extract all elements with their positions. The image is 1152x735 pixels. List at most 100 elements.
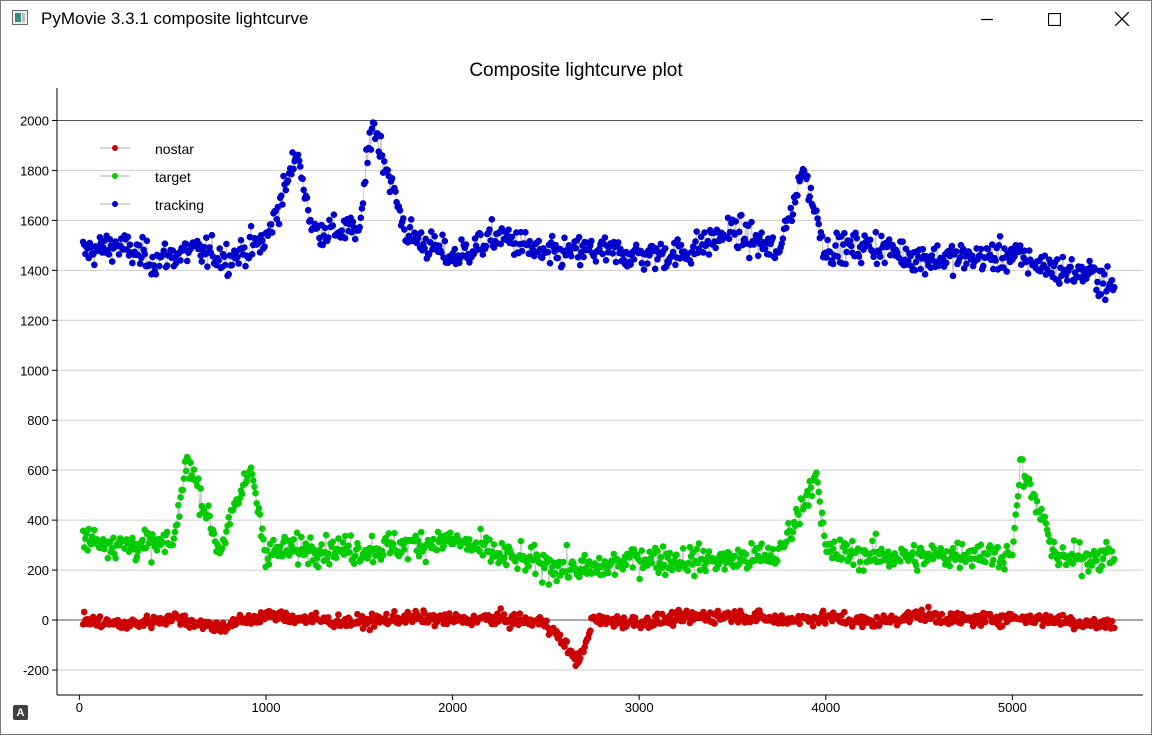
target-point	[1076, 539, 1083, 546]
tracking-point	[640, 266, 648, 273]
tracking-point	[307, 216, 314, 224]
tracking-point	[984, 245, 992, 253]
tracking-line	[82, 121, 1115, 300]
tracking-point	[588, 237, 595, 245]
tracking-point	[1011, 253, 1018, 260]
maximize-button[interactable]	[1031, 1, 1077, 37]
target-point	[148, 559, 155, 566]
tracking-point	[299, 175, 306, 183]
tracking-point	[601, 234, 609, 241]
tracking-point	[813, 207, 820, 214]
tracking-point	[881, 259, 888, 267]
minimize-button[interactable]	[964, 1, 1010, 37]
target-point	[290, 536, 297, 543]
tracking-point	[96, 234, 104, 241]
tracking-point	[787, 204, 794, 212]
tracking-point	[544, 248, 552, 256]
tracking-point	[237, 236, 245, 244]
target-point	[1050, 538, 1058, 546]
tracking-point	[1041, 252, 1049, 259]
nostar-point	[1108, 617, 1116, 625]
target-point	[581, 551, 588, 559]
target-point	[169, 541, 176, 549]
tracking-point	[1108, 276, 1116, 284]
tracking-point	[396, 207, 404, 214]
target-point	[1108, 548, 1116, 555]
target-point	[85, 525, 92, 533]
target-point	[91, 526, 98, 534]
target-point	[329, 538, 337, 546]
tracking-point	[788, 217, 796, 225]
tracking-point	[295, 157, 303, 164]
tracking-point	[241, 244, 248, 251]
target-point	[525, 562, 532, 570]
target-point	[984, 551, 992, 558]
target-point	[843, 541, 850, 549]
tracking-point	[657, 240, 665, 248]
target-point	[284, 537, 292, 544]
nostar-point	[982, 618, 989, 626]
target-point	[1000, 559, 1007, 567]
target-point	[846, 552, 854, 560]
target-point	[263, 547, 271, 554]
tracking-point	[928, 252, 936, 259]
target-point	[666, 549, 674, 557]
target-point	[153, 547, 161, 554]
tracking-point	[843, 248, 850, 256]
nostar-point	[631, 614, 639, 621]
tracking-point	[905, 258, 912, 266]
target-point	[575, 573, 583, 581]
nostar-point	[335, 611, 342, 618]
target-point	[206, 512, 213, 520]
nostar-point	[734, 619, 742, 626]
nostar-point	[236, 611, 244, 619]
nostar-point	[80, 608, 88, 616]
target-point	[265, 561, 273, 568]
close-button[interactable]	[1099, 1, 1145, 37]
title-bar[interactable]: PyMovie 3.3.1 composite lightcurve	[1, 1, 1151, 37]
target-point	[782, 538, 790, 546]
target-point	[990, 556, 997, 564]
tracking-point	[364, 159, 371, 167]
target-point	[235, 500, 242, 507]
target-point	[325, 550, 332, 557]
tracking-point	[690, 243, 697, 250]
target-point	[958, 540, 966, 548]
tracking-point	[405, 232, 413, 240]
target-point	[700, 547, 707, 555]
target-point	[479, 552, 487, 559]
target-point	[260, 536, 267, 543]
target-point	[1033, 497, 1041, 505]
tracking-point	[136, 260, 144, 268]
auto-range-button[interactable]: A	[13, 705, 28, 720]
target-point	[243, 478, 250, 485]
tracking-point	[953, 248, 960, 255]
tracking-point	[853, 234, 861, 242]
tracking-point	[732, 218, 740, 225]
nostar-point	[561, 643, 568, 650]
x-tick-label: 2000	[438, 700, 467, 715]
target-point	[956, 564, 964, 572]
nostar-point	[556, 631, 564, 639]
nostar-point	[1059, 611, 1067, 619]
tracking-point	[672, 261, 679, 269]
target-point	[798, 496, 806, 503]
target-point	[346, 549, 353, 556]
target-point	[176, 513, 183, 520]
tracking-point	[267, 221, 275, 228]
target-point	[563, 541, 571, 549]
tracking-point	[462, 241, 470, 248]
target-point	[389, 540, 397, 548]
tracking-point	[139, 233, 146, 241]
tracking-point	[535, 237, 543, 245]
target-point	[654, 547, 661, 555]
target-point	[995, 564, 1003, 571]
tracking-point	[358, 205, 366, 212]
tracking-point	[778, 240, 785, 247]
tracking-point	[135, 242, 143, 249]
target-point	[838, 554, 846, 562]
tracking-point	[261, 243, 268, 250]
target-point	[293, 529, 301, 536]
tracking-point	[422, 235, 430, 243]
